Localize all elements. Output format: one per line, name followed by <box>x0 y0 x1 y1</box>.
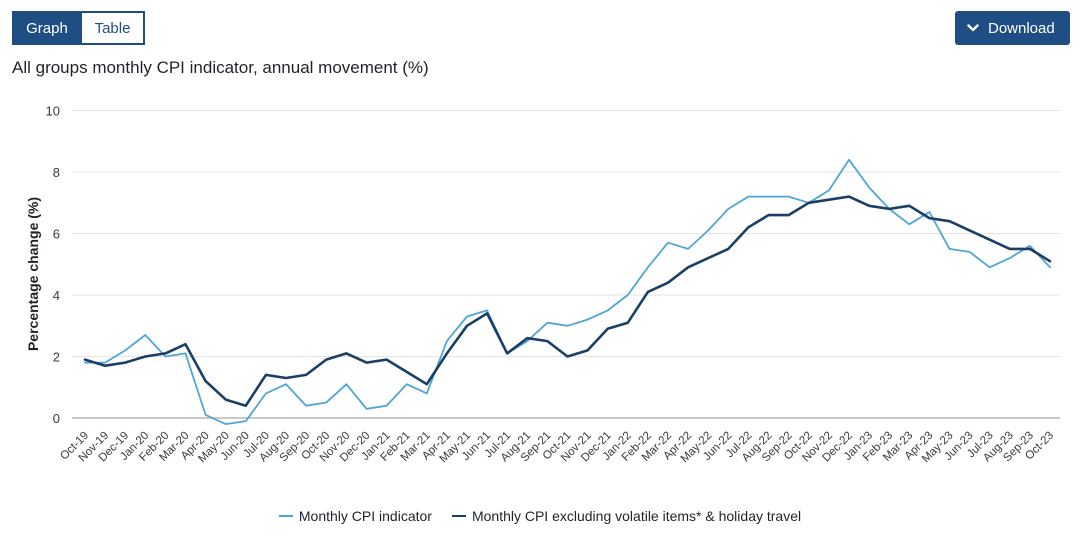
download-button[interactable]: Download <box>955 11 1070 45</box>
y-tick-label: 2 <box>53 350 60 365</box>
legend-label: Monthly CPI excluding volatile items* & … <box>471 508 802 524</box>
y-axis-label: Percentage change (%) <box>25 197 41 351</box>
download-label: Download <box>988 19 1055 37</box>
view-tabs: Graph Table <box>12 11 145 45</box>
chevron-down-icon <box>967 24 979 32</box>
legend-item-monthly-cpi[interactable]: Monthly CPI indicator <box>278 508 432 524</box>
legend-label: Monthly CPI indicator <box>298 508 432 524</box>
chart-title: All groups monthly CPI indicator, annual… <box>12 58 429 77</box>
chart-legend: Monthly CPI indicator Monthly CPI exclud… <box>0 508 1080 524</box>
y-tick-label: 6 <box>53 227 60 242</box>
legend-item-cpi-excluding[interactable]: Monthly CPI excluding volatile items* & … <box>451 508 802 524</box>
y-tick-label: 10 <box>46 104 60 119</box>
legend-swatch <box>451 515 466 517</box>
series-line-cpi-excluding <box>83 195 1052 408</box>
y-tick-label: 8 <box>53 165 60 180</box>
y-tick-label: 4 <box>53 288 60 303</box>
legend-swatch <box>278 515 293 517</box>
tab-table[interactable]: Table <box>82 11 145 45</box>
series-line-monthly-cpi <box>84 158 1051 426</box>
tab-graph[interactable]: Graph <box>12 11 82 45</box>
y-tick-label: 0 <box>53 411 60 426</box>
